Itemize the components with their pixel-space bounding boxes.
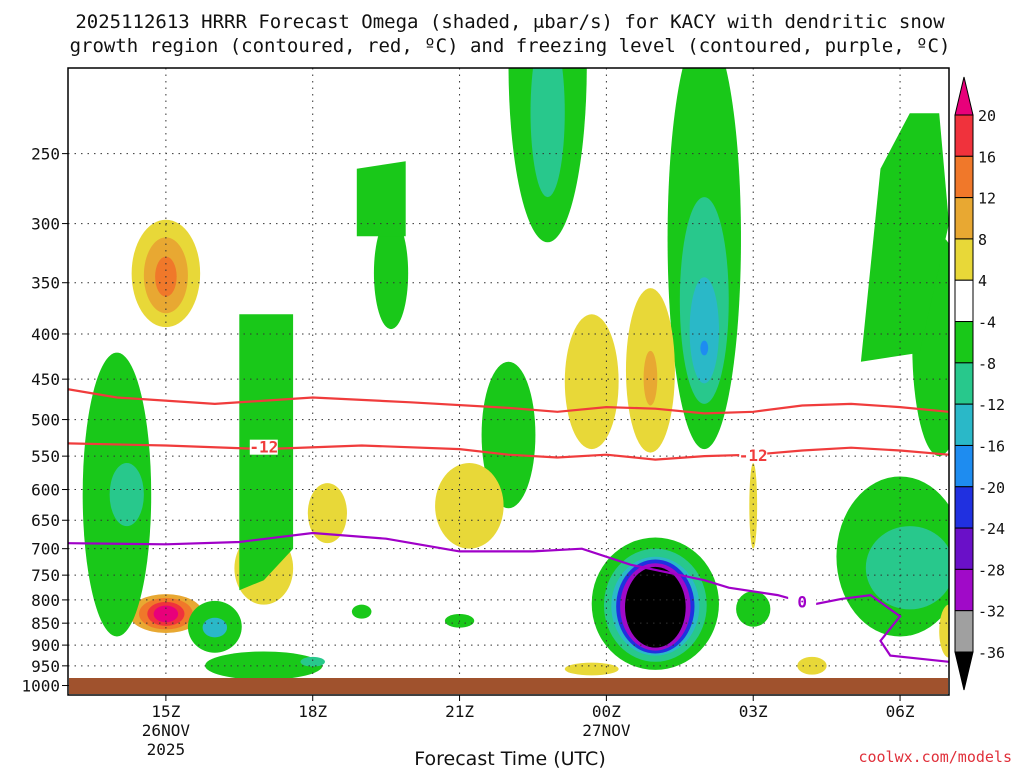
x-tick-label: 21Z [445,702,474,721]
omega-area-31 [307,483,347,544]
omega-area-8 [202,617,228,638]
y-tick-label: 1000 [21,677,60,696]
colorbar-bin-8 [954,403,974,446]
y-tick-label: 850 [31,614,60,633]
y-tick-label: 750 [31,566,60,585]
colorbar-bin-12 [954,568,974,612]
omega-shaded-field [82,68,949,680]
dgz-label-right-bg [739,448,768,464]
y-axis-pressure-ticks: 250 300 350 400 450 500 550 600 650 700 750 800 850 9… [21,145,68,696]
colorbar-label: 16 [978,148,996,166]
freezing-label-bg [788,594,817,610]
omega-area-44 [356,161,406,237]
credit-watermark: coolwx.com/models [858,748,1012,766]
omega-area-41 [865,526,949,610]
omega-area-26 [373,217,409,330]
x-tick-label: 15Z [151,702,180,721]
y-tick-label: 900 [31,636,60,655]
colorbar-label: -32 [978,603,1005,621]
colorbar-bin-3 [954,197,974,240]
colorbar-bin-10 [954,486,974,529]
y-tick-label: 950 [31,657,60,676]
y-tick-label: 250 [31,145,60,164]
colorbar-label: 20 [978,107,996,125]
colorbar-label: -8 [978,355,996,373]
omega-area-25 [435,463,504,549]
x-tick-label: 00Z [592,702,621,721]
y-tick-label: 400 [31,325,60,344]
y-tick-label: 600 [31,481,60,500]
colorbar-bottom-arrow [954,651,974,691]
omega-area-20 [700,340,709,356]
colorbar-label: -12 [978,396,1005,414]
plot-frame [67,67,950,696]
dgz-label-left: -12 [249,438,278,457]
y-tick-label: 650 [31,511,60,530]
omega-area-29 [797,656,827,675]
omega-area-16 [530,68,565,198]
colorbar-bin-9 [954,444,974,488]
colorbar-label: -16 [978,437,1005,455]
x-axis-label: Forecast Time (UTC) [414,748,605,768]
chart-title-line1: 2025112613 HRRR Forecast Omega (shaded, … [75,11,945,33]
colorbar-bin-1 [954,114,974,157]
colorbar-label: 8 [978,231,987,249]
colorbar-label: -28 [978,561,1005,579]
y-tick-label: 550 [31,447,60,466]
omega-colorbar: 20 16 12 8 4 -4 -8 -12 -16 -20 -24 -28 -32 -36 [954,76,1005,691]
y-tick-label: 350 [31,274,60,293]
x-tick-label: 03Z [739,702,768,721]
colorbar-bin-2 [954,155,974,199]
grid-lines [68,68,949,695]
x-tick-label: 06Z [886,702,915,721]
omega-area-37 [109,463,144,527]
colorbar-top-arrow [954,76,974,116]
colorbar-label: -24 [978,520,1005,538]
freezing-label: 0 [797,592,807,611]
omega-area-21 [564,314,619,450]
colorbar-bin-4 [954,238,974,281]
colorbar-bin-5 [954,279,974,323]
y-tick-label: 800 [31,591,60,610]
y-tick-label: 700 [31,540,60,559]
colorbar-bin-11 [954,527,974,570]
x-tick-label: 18Z [298,702,327,721]
y-tick-label: 500 [31,411,60,430]
omega-area-35 [564,662,619,676]
colorbar-label: -36 [978,644,1005,662]
y-tick-label: 450 [31,370,60,389]
dgz-label-right: -12 [739,446,768,465]
colorbar-bin-7 [954,362,974,405]
omega-area-23 [643,350,658,406]
freezing-level-contour [68,531,949,663]
chart-title-line2: growth region (contoured, red, ºC) and f… [70,35,951,57]
colorbar-label: -4 [978,314,996,332]
x-tick-date: 26NOV [142,721,191,740]
dgz-label-left-bg [249,439,278,455]
x-tick-year: 2025 [147,740,186,759]
omega-area-32 [749,463,758,549]
omega-area-14 [624,566,686,648]
colorbar-bin-13 [954,610,974,653]
omega-area-6 [153,605,179,623]
omega-area-45 [860,113,949,362]
omega-area-24 [481,361,536,509]
dgz-lower-contour [68,442,949,461]
colorbar-bin-6 [954,321,974,364]
dgz-upper-contour [68,388,949,415]
terrain-surface-band [69,678,948,694]
omega-area-19 [689,277,719,384]
y-tick-label: 300 [31,215,60,234]
omega-area-42 [939,604,949,658]
colorbar-label: 4 [978,272,987,290]
omega-area-39 [300,656,325,667]
colorbar-label: -20 [978,479,1005,497]
contour-lines: -12 -12 0 [68,388,949,663]
colorbar-label: 12 [978,190,996,208]
omega-area-33 [351,604,372,619]
x-tick-date: 27NOV [582,721,631,740]
